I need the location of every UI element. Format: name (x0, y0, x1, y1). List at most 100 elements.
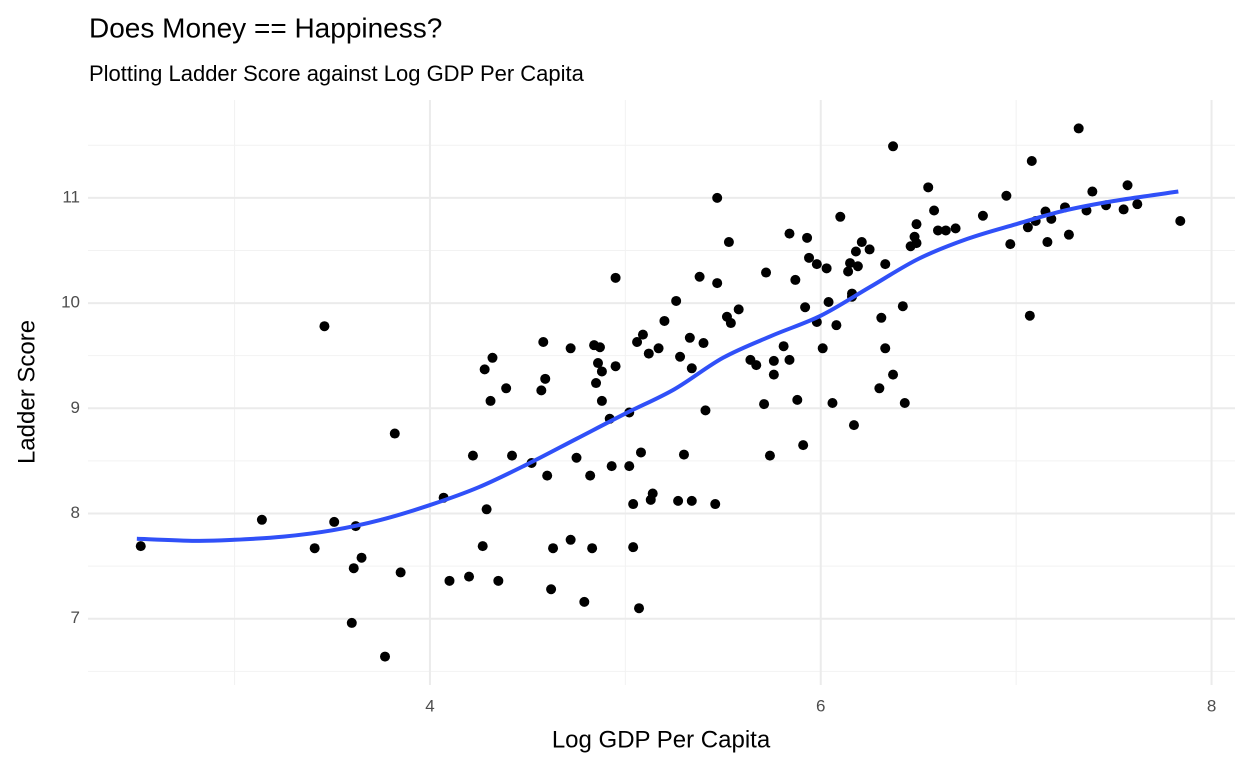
point (800, 302, 811, 313)
point (911, 238, 922, 249)
point (467, 450, 478, 461)
point (329, 516, 340, 527)
point (888, 141, 899, 152)
x-tick-label: 4 (425, 696, 434, 715)
point (698, 338, 709, 349)
point (671, 295, 682, 306)
y-axis-label: Ladder Score (13, 320, 40, 464)
point (501, 383, 512, 394)
point (712, 192, 723, 203)
point (848, 420, 859, 431)
point (673, 495, 684, 506)
point (538, 336, 549, 347)
point (356, 552, 367, 563)
point (493, 575, 504, 586)
point (700, 405, 711, 416)
y-tick-label: 9 (71, 398, 80, 417)
point (852, 261, 863, 272)
point (256, 514, 267, 525)
point (932, 225, 943, 236)
point (911, 219, 922, 230)
point (811, 259, 822, 270)
point (610, 272, 621, 283)
point (923, 182, 934, 193)
chart-subtitle: Plotting Ladder Score against Log GDP Pe… (89, 61, 585, 86)
point (675, 351, 686, 362)
point (610, 361, 621, 372)
point (843, 266, 854, 277)
point (647, 488, 658, 499)
point (790, 274, 801, 285)
x-tick-label: 8 (1207, 696, 1216, 715)
point (694, 271, 705, 282)
point (798, 440, 809, 451)
point (725, 318, 736, 329)
point (485, 395, 496, 406)
point (1073, 123, 1084, 134)
x-tick-label: 6 (816, 696, 825, 715)
point (1026, 156, 1037, 167)
point (821, 263, 832, 274)
point (659, 315, 670, 326)
point (653, 343, 664, 354)
point (751, 360, 762, 371)
point (565, 534, 576, 545)
point (1022, 222, 1033, 233)
point (1118, 204, 1129, 215)
x-axis-label: Log GDP Per Capita (552, 726, 771, 753)
smooth-line (136, 189, 1179, 543)
point (579, 596, 590, 607)
point (591, 378, 602, 389)
point (319, 321, 330, 332)
point (977, 210, 988, 221)
point (1122, 180, 1133, 191)
point (444, 575, 455, 586)
point (723, 237, 734, 248)
point (684, 332, 695, 343)
point (768, 355, 779, 366)
chart-title: Does Money == Happiness? (89, 12, 442, 43)
point (1042, 237, 1053, 248)
point (380, 651, 391, 662)
point (346, 617, 357, 628)
point (546, 584, 557, 595)
point (606, 461, 617, 472)
point (686, 495, 697, 506)
point (637, 329, 648, 340)
point (804, 252, 815, 263)
point (712, 278, 723, 289)
point (888, 369, 899, 380)
point (876, 312, 887, 323)
point (768, 369, 779, 380)
point (827, 398, 838, 409)
point (929, 205, 940, 216)
point (792, 394, 803, 405)
point (632, 336, 643, 347)
point (778, 341, 789, 352)
point (880, 343, 891, 354)
point (479, 364, 490, 375)
point (634, 603, 645, 614)
point (571, 452, 582, 463)
point (481, 504, 492, 515)
point (594, 342, 605, 353)
grid (88, 100, 1235, 685)
point (585, 470, 596, 481)
point (733, 304, 744, 315)
y-tick-label: 7 (71, 608, 80, 627)
point (831, 320, 842, 331)
point (1132, 199, 1143, 210)
point (678, 449, 689, 460)
point (395, 567, 406, 578)
point (845, 258, 856, 269)
point (686, 363, 697, 374)
point (565, 343, 576, 354)
point (802, 232, 813, 243)
point (864, 244, 875, 255)
point (628, 499, 639, 510)
point (596, 366, 607, 377)
point (899, 398, 910, 409)
point (897, 301, 908, 312)
point (628, 542, 639, 553)
